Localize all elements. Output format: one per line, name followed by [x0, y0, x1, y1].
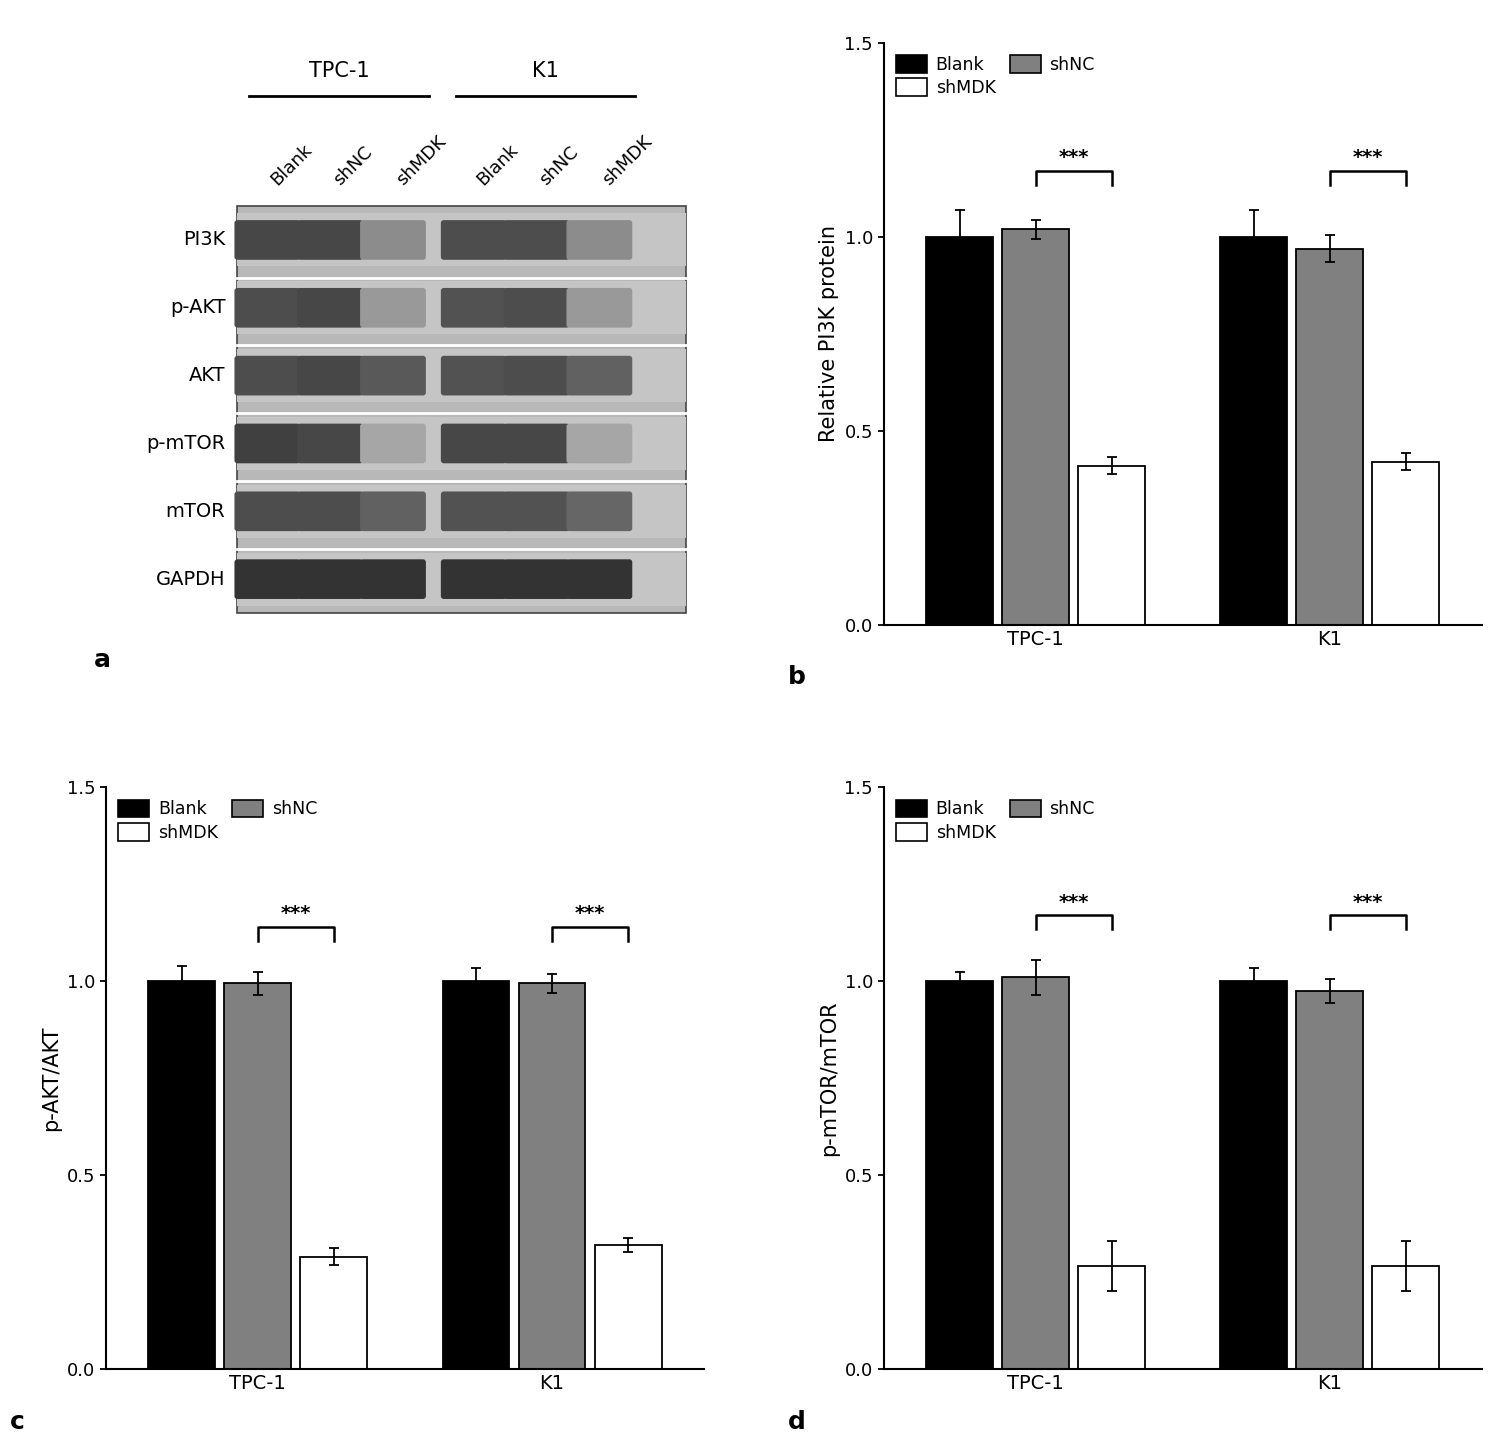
FancyBboxPatch shape	[360, 356, 426, 395]
FancyBboxPatch shape	[234, 356, 301, 395]
Text: Blank: Blank	[268, 140, 316, 189]
Text: ***: ***	[281, 904, 311, 924]
FancyBboxPatch shape	[234, 424, 301, 464]
Bar	[925, 981, 993, 1369]
Text: ***: ***	[1058, 148, 1089, 167]
FancyBboxPatch shape	[360, 559, 426, 599]
FancyBboxPatch shape	[298, 559, 363, 599]
FancyBboxPatch shape	[234, 491, 301, 532]
FancyBboxPatch shape	[298, 491, 363, 532]
Bar	[237, 213, 686, 267]
FancyBboxPatch shape	[360, 220, 426, 259]
Bar	[443, 981, 510, 1369]
FancyBboxPatch shape	[442, 220, 507, 259]
Text: d: d	[788, 1409, 806, 1434]
Bar	[1002, 229, 1069, 625]
FancyBboxPatch shape	[234, 288, 301, 327]
Text: K1: K1	[532, 61, 559, 81]
Text: p-AKT: p-AKT	[169, 298, 225, 317]
FancyBboxPatch shape	[567, 424, 632, 464]
FancyBboxPatch shape	[503, 220, 570, 259]
FancyBboxPatch shape	[360, 424, 426, 464]
FancyBboxPatch shape	[234, 220, 301, 259]
FancyBboxPatch shape	[503, 559, 570, 599]
Text: p-mTOR: p-mTOR	[147, 434, 225, 452]
FancyBboxPatch shape	[360, 491, 426, 532]
Text: shMDK: shMDK	[599, 133, 656, 189]
FancyBboxPatch shape	[234, 559, 301, 599]
FancyBboxPatch shape	[298, 424, 363, 464]
Text: PI3K: PI3K	[183, 231, 225, 249]
Text: shMDK: shMDK	[393, 133, 449, 189]
Text: GAPDH: GAPDH	[156, 569, 225, 588]
Legend: Blank, shMDK, shNC: Blank, shMDK, shNC	[892, 52, 1098, 101]
Bar	[1296, 249, 1364, 625]
Bar	[148, 981, 215, 1369]
Bar	[925, 238, 993, 625]
FancyBboxPatch shape	[298, 288, 363, 327]
Bar	[1078, 465, 1145, 625]
Text: ***: ***	[1353, 148, 1383, 167]
FancyBboxPatch shape	[503, 356, 570, 395]
FancyBboxPatch shape	[442, 559, 507, 599]
FancyBboxPatch shape	[567, 559, 632, 599]
Bar	[1296, 991, 1364, 1369]
FancyBboxPatch shape	[567, 356, 632, 395]
Bar	[1373, 463, 1439, 625]
Y-axis label: Relative PI3K protein: Relative PI3K protein	[820, 225, 839, 442]
FancyBboxPatch shape	[567, 220, 632, 259]
FancyBboxPatch shape	[442, 356, 507, 395]
Legend: Blank, shMDK, shNC: Blank, shMDK, shNC	[892, 797, 1098, 844]
Bar	[237, 416, 686, 470]
FancyBboxPatch shape	[442, 491, 507, 532]
Text: shNC: shNC	[330, 143, 376, 189]
FancyBboxPatch shape	[567, 491, 632, 532]
FancyBboxPatch shape	[298, 356, 363, 395]
FancyBboxPatch shape	[503, 424, 570, 464]
Text: c: c	[11, 1409, 26, 1434]
Text: mTOR: mTOR	[166, 501, 225, 520]
Bar	[237, 206, 686, 612]
FancyBboxPatch shape	[503, 491, 570, 532]
Bar	[1002, 977, 1069, 1369]
FancyBboxPatch shape	[442, 424, 507, 464]
Bar	[594, 1245, 662, 1369]
FancyBboxPatch shape	[567, 288, 632, 327]
Bar	[237, 484, 686, 537]
Bar	[1220, 981, 1287, 1369]
Text: Blank: Blank	[473, 140, 522, 189]
Text: ***: ***	[1353, 892, 1383, 912]
Bar	[1078, 1267, 1145, 1369]
Bar	[237, 349, 686, 402]
Text: shNC: shNC	[537, 143, 582, 189]
FancyBboxPatch shape	[442, 288, 507, 327]
Bar	[1220, 238, 1287, 625]
Text: TPC-1: TPC-1	[308, 61, 369, 81]
Text: a: a	[94, 648, 110, 672]
Text: ***: ***	[1058, 892, 1089, 912]
Y-axis label: p-AKT/AKT: p-AKT/AKT	[41, 1026, 62, 1131]
Bar	[301, 1257, 367, 1369]
Bar	[224, 983, 292, 1369]
FancyBboxPatch shape	[503, 288, 570, 327]
Text: AKT: AKT	[189, 366, 225, 385]
Bar	[519, 983, 585, 1369]
FancyBboxPatch shape	[298, 220, 363, 259]
Legend: Blank, shMDK, shNC: Blank, shMDK, shNC	[115, 797, 321, 844]
Bar	[237, 281, 686, 334]
Text: ***: ***	[575, 904, 605, 924]
Y-axis label: p-mTOR/mTOR: p-mTOR/mTOR	[820, 1000, 839, 1156]
FancyBboxPatch shape	[360, 288, 426, 327]
Bar	[237, 553, 686, 605]
Bar	[1373, 1267, 1439, 1369]
Text: b: b	[788, 666, 806, 689]
